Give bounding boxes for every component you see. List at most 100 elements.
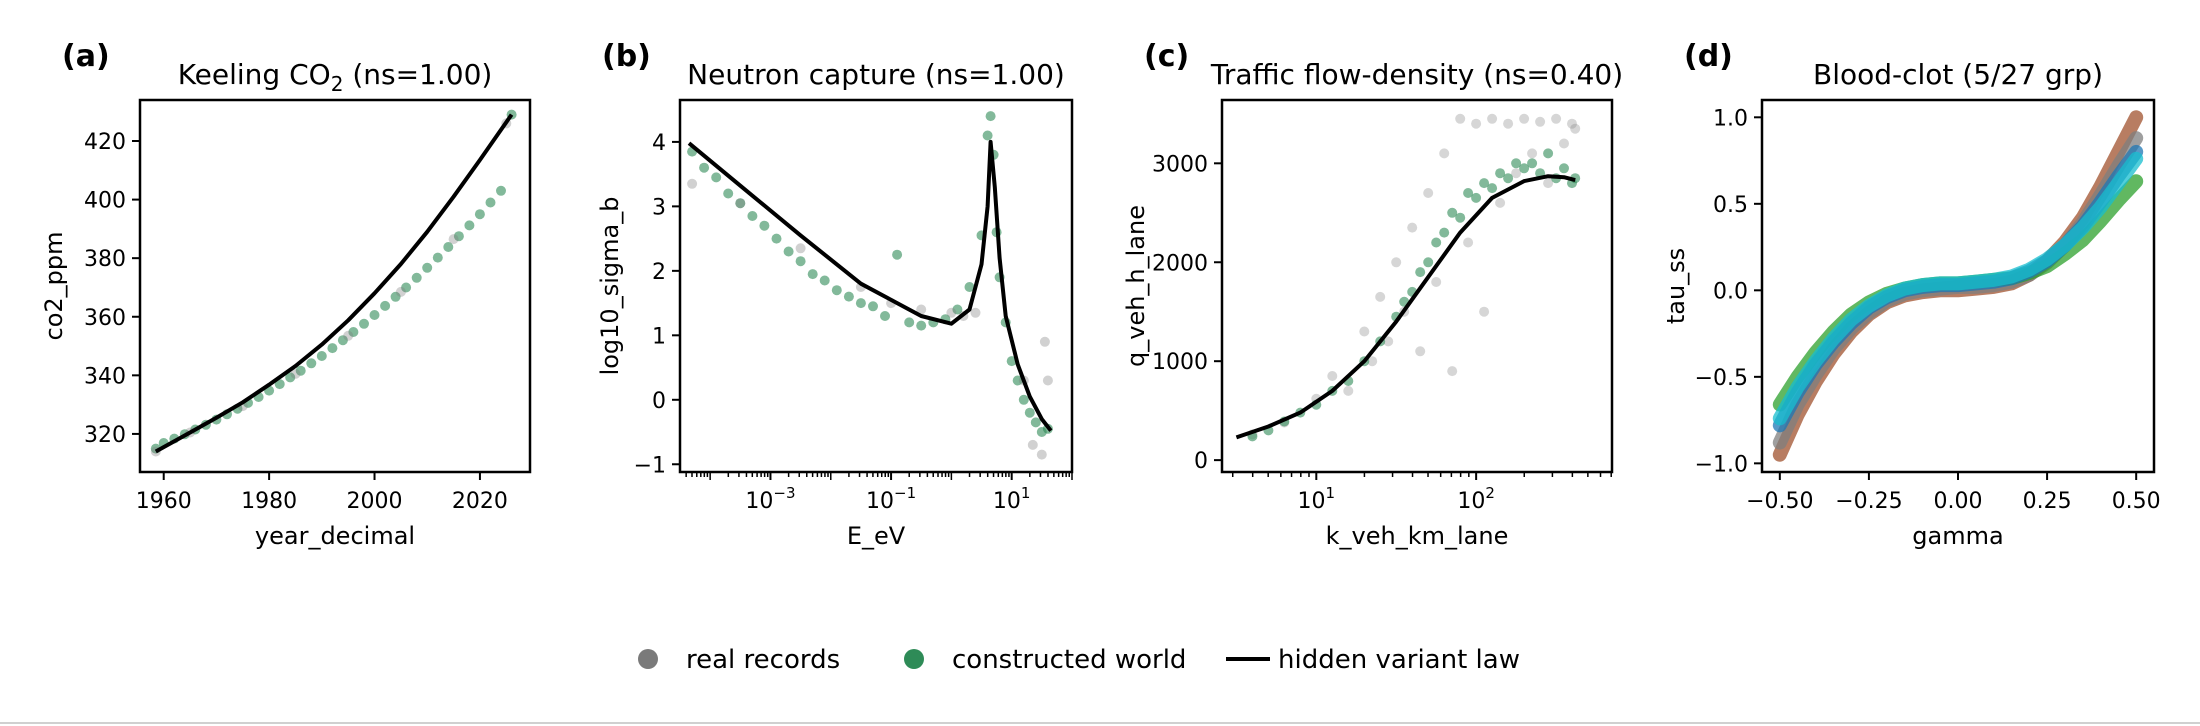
data-point [401,282,412,293]
y-tick-label: 2000 [1152,251,1208,276]
data-point [1367,356,1378,367]
x-axis-label: gamma [1912,522,2003,550]
x-tick-label: 101 [1298,484,1336,514]
panel-letter: (b) [602,39,651,74]
series-band [1772,151,2144,426]
x-tick-label: 2000 [347,489,403,514]
data-point [343,330,354,341]
legend-marker [904,649,924,669]
x-tick-label: 0.50 [2112,489,2161,514]
data-point [1439,148,1450,159]
y-tick-label: 3 [652,195,666,220]
data-point [306,358,317,369]
data-point [795,256,806,267]
data-point [1030,417,1041,428]
x-tick-label: 101 [993,484,1031,514]
data-point [1455,212,1466,223]
axes-frame [678,98,1074,474]
y-tick-label: −1 [634,453,666,478]
data-point [952,304,963,315]
data-point [1511,158,1522,169]
panel-b: −1 0 1 2 3 4 10−3 10−1 101 E_eV log10_sigma_b Neutr… [596,39,1074,550]
data-point [1431,277,1442,287]
y-axis-label: q_veh_h_lane [1122,205,1150,367]
data-point [1487,113,1498,124]
data-point [1036,449,1047,460]
data-point [699,162,710,173]
data-point [1511,168,1522,179]
panel-d: −1.0 −0.5 0.0 0.5 1.0 −0.50 −0.25 0.00 0.25 0.50 g… [1662,39,2161,550]
data-point [443,242,454,252]
y-tick-label: 1.0 [1713,106,1748,131]
data-point [946,307,957,318]
data-point [1495,197,1506,208]
data-point [295,365,306,376]
data-point [1359,326,1370,337]
y-axis-label: co2_ppm [40,232,68,341]
data-point [1431,237,1442,248]
data-point [982,130,993,141]
y-tick-label: 3000 [1152,152,1208,177]
data-point [337,335,348,346]
data-point [485,197,496,208]
y-tick-label: 0 [1194,449,1208,474]
data-point [711,172,722,183]
data-point [1519,113,1530,124]
y-tick-label: 2 [652,260,666,285]
data-point [316,351,327,361]
data-point [1495,168,1506,179]
data-point [1447,366,1458,377]
data-point [1503,173,1514,184]
data-point [422,262,433,273]
data-point [1543,178,1554,189]
data-point [1006,356,1017,367]
data-point [843,291,854,302]
panel-letter: (d) [1684,39,1733,74]
plot-area [1772,110,2144,462]
data-point [1012,375,1023,386]
y-axis-label: tau_ss [1662,248,1690,324]
y-tick-label: 400 [84,189,126,214]
data-point [1487,183,1498,194]
data-point [1463,237,1474,248]
figure-legend: real records constructed world hidden vari… [638,645,1520,675]
data-point [1391,257,1402,268]
x-axis-label: E_eV [847,522,906,550]
data-point [448,234,459,245]
data-point [985,111,996,122]
data-point [1535,116,1546,127]
data-point [904,317,915,328]
panel-title: Traffic flow-density (ns=0.40) [1210,58,1623,91]
series-points [150,109,517,454]
y-tick-label: 320 [84,423,126,448]
data-point [1559,138,1569,149]
bottom-divider [0,722,2200,724]
axes-frame [1220,98,1614,474]
law-curve [1235,174,1576,440]
data-point [868,301,878,312]
data-point [964,282,975,292]
data-point [1503,118,1514,129]
legend-label: constructed world [952,645,1186,675]
data-point [1527,148,1538,159]
data-point [855,298,866,309]
data-point [771,233,782,244]
x-tick-label: 10−1 [866,484,916,514]
panel-title: Blood-clot (5/27 grp) [1813,58,2103,91]
data-point [735,198,746,209]
data-point [916,320,927,331]
y-tick-label: −1.0 [1695,452,1748,477]
panel-a: 320 340 360 380 400 420 1960 1980 2000 2020 year_d… [40,39,532,550]
data-point [464,220,475,231]
law-curve [154,113,514,454]
data-point [1383,336,1394,347]
data-point [1447,207,1458,218]
data-point [759,220,770,231]
x-axis-label: k_veh_km_lane [1326,522,1509,550]
data-point [348,327,359,337]
data-point [411,272,422,283]
data-point [735,198,746,209]
data-point [1439,227,1450,238]
legend-label: hidden variant law [1278,645,1520,675]
